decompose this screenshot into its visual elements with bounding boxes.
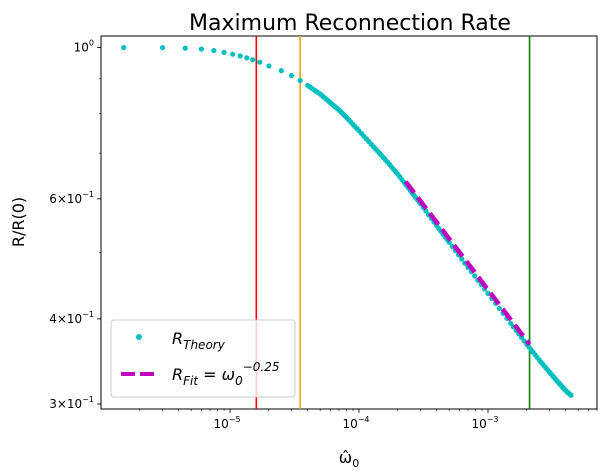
theory-point bbox=[250, 57, 256, 63]
y-tick-label-2: 6×10−1 bbox=[49, 190, 94, 206]
theory-point bbox=[121, 45, 127, 51]
theory-point bbox=[159, 45, 166, 51]
fit-line-group bbox=[403, 180, 532, 346]
theory-point bbox=[211, 47, 217, 54]
theory-point bbox=[446, 239, 452, 245]
theory-point bbox=[198, 46, 204, 52]
y-tick-label-3: 4×10−1 bbox=[49, 310, 94, 326]
y-tick-label-1: 100 bbox=[74, 39, 94, 55]
x-axis-label: ω̂0 bbox=[339, 448, 359, 470]
theory-point bbox=[496, 305, 502, 311]
theory-point bbox=[237, 53, 243, 59]
theory-point bbox=[459, 256, 465, 262]
y-axis-ticks: 100 6×10−1 4×10−1 3×10−1 bbox=[49, 39, 101, 411]
legend-fit-label: RFit = ω0−0.25 bbox=[172, 360, 279, 388]
theory-point bbox=[278, 68, 284, 74]
y-tick-label-4: 3×10−1 bbox=[49, 395, 94, 411]
theory-point bbox=[568, 392, 574, 398]
theory-point bbox=[508, 320, 514, 326]
plot-area-frame bbox=[100, 35, 598, 410]
legend: RTheory RFit = ω0−0.25 bbox=[110, 319, 296, 398]
theory-point bbox=[288, 72, 295, 79]
theory-point bbox=[230, 51, 236, 57]
legend-frame bbox=[110, 319, 296, 398]
x-tick-label-1: 10−5 bbox=[213, 415, 240, 431]
x-tick-label-3: 10−3 bbox=[471, 415, 498, 431]
chart-title: Maximum Reconnection Rate bbox=[189, 11, 511, 36]
theory-point bbox=[472, 273, 478, 279]
x-axis-ticks: 10−5 10−4 10−3 bbox=[139, 409, 598, 431]
legend-theory-label: RTheory bbox=[172, 329, 226, 352]
theory-point bbox=[266, 63, 272, 69]
x-tick-label-2: 10−4 bbox=[342, 415, 369, 431]
theory-point bbox=[244, 55, 250, 61]
theory-point bbox=[182, 45, 188, 51]
theory-point bbox=[297, 77, 303, 84]
y-axis-label: R/R(0) bbox=[9, 197, 28, 247]
theory-point bbox=[257, 59, 263, 65]
fit-line bbox=[403, 180, 532, 346]
reference-lines bbox=[255, 36, 531, 409]
legend-theory-marker bbox=[136, 334, 142, 340]
theory-point bbox=[221, 49, 227, 55]
